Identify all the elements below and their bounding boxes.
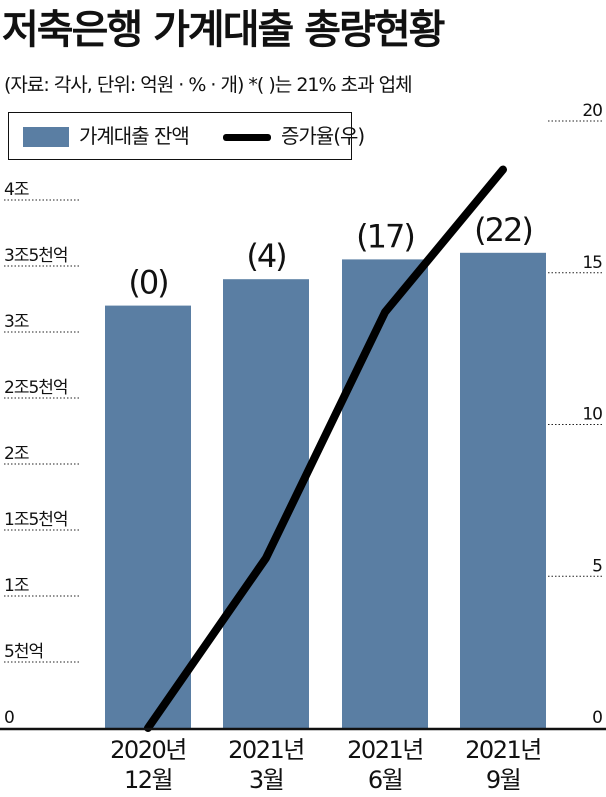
left-tick-label-8: 4조 (4, 180, 29, 200)
legend-swatch-line (223, 134, 271, 141)
data-label-2: (17) (356, 217, 414, 255)
left-tick-label-4: 2조 (4, 444, 29, 464)
data-label-3: (22) (474, 211, 532, 249)
legend: 가계대출 잔액 증가율(우) (8, 112, 365, 160)
right-tick-label-1: 5 (592, 556, 602, 576)
category-label-2: 2021년 6월 (347, 736, 423, 794)
category-label-3: 2021년 9월 (465, 736, 541, 794)
legend-label-bar: 가계대출 잔액 (79, 124, 190, 148)
line-layer (144, 165, 507, 732)
left-tick-label-3: 1조5천억 (4, 510, 68, 530)
bar-2 (342, 259, 428, 728)
axes-layer: 0 5천억 1조 1조5천억 2조 2조5천억 3조 3조5천억 4조 0 5 10 15 20 (0, 101, 606, 731)
legend-swatch-bar (23, 127, 69, 147)
chart-title: 저축은행 가계대출 총량현황 (2, 7, 445, 53)
right-tick-label-0: 0 (592, 708, 602, 728)
data-label-1: (4) (246, 237, 285, 275)
right-tick-label-3: 15 (582, 253, 602, 273)
chart-subtitle: (자료: 각사, 단위: 억원 · % · 개) *( )는 21% 초과 업체 (4, 74, 413, 96)
right-tick-label-4: 20 (582, 101, 602, 121)
growth-line (144, 165, 507, 732)
left-tick-label-6: 3조 (4, 312, 29, 332)
left-tick-label-1: 5천억 (4, 642, 43, 662)
bar-3 (460, 252, 546, 729)
bars-layer (105, 252, 546, 729)
bar-0 (105, 305, 191, 728)
left-tick-label-7: 3조5천억 (4, 246, 68, 266)
right-tick-label-2: 10 (582, 405, 602, 425)
legend-label-line: 증가율(우) (281, 124, 365, 148)
labels-layer: 2020년 12월 2021년 3월 2021년 6월 2021년 9월 (0) (4) (17) (… (110, 211, 542, 794)
category-label-1: 2021년 3월 (228, 736, 304, 794)
left-tick-label-2: 1조 (4, 576, 29, 596)
category-label-0: 2020년 12월 (110, 736, 186, 794)
left-tick-label-5: 2조5천억 (4, 378, 68, 398)
left-tick-label-0: 0 (4, 708, 14, 728)
data-label-0: (0) (128, 264, 167, 302)
